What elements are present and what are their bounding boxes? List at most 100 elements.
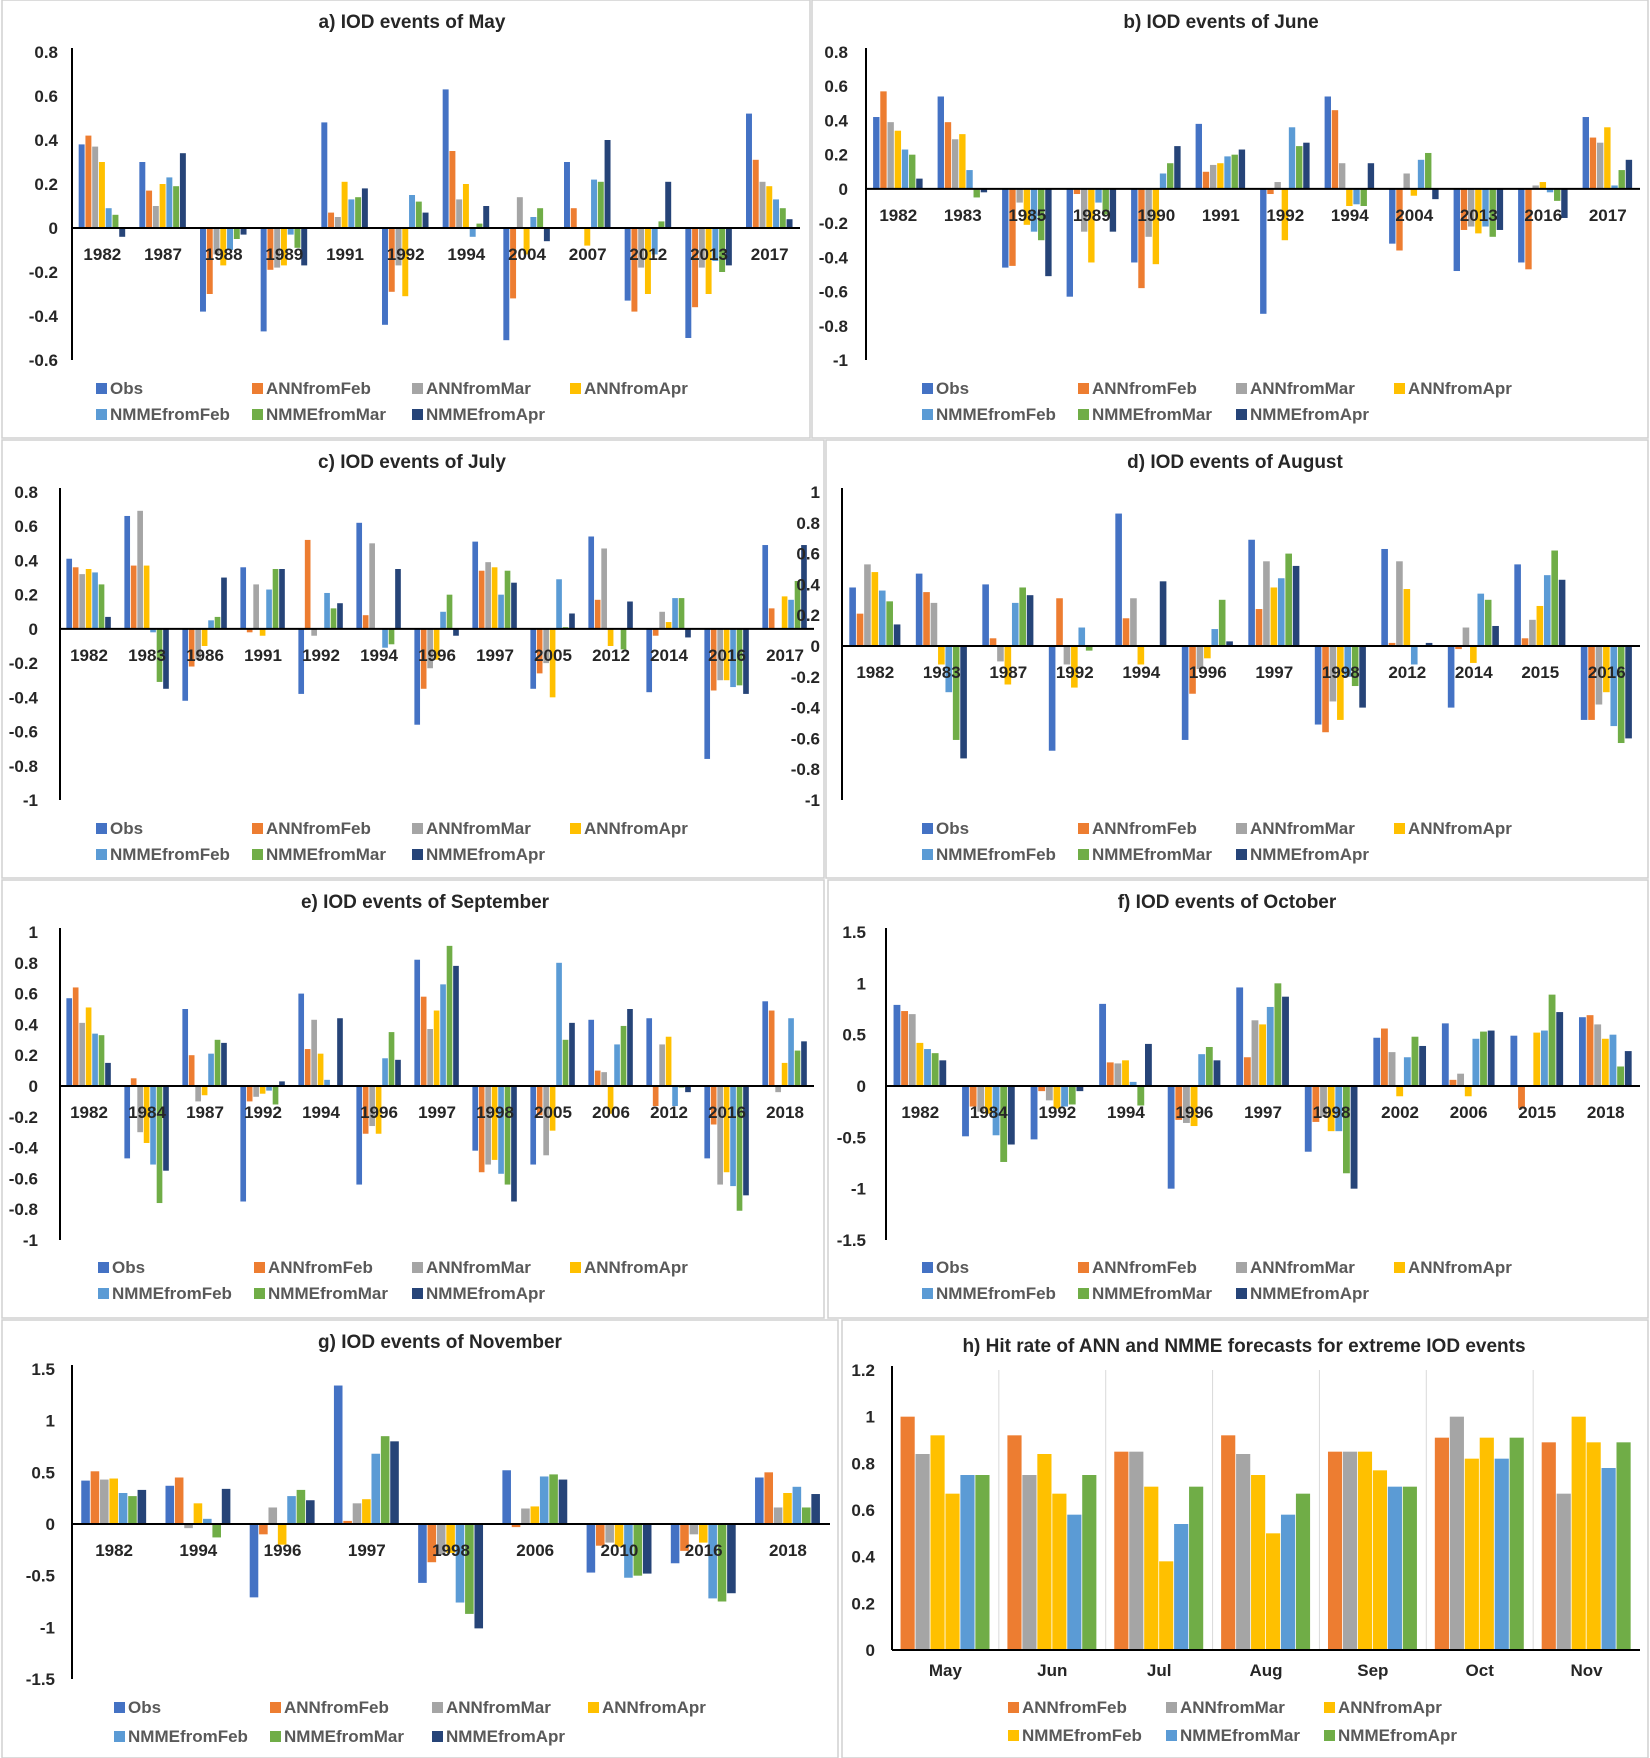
x-tick-label: 1982 <box>879 206 917 225</box>
bar-nmmefrommar-2013 <box>1489 188 1496 237</box>
bar-annfrommar-1997 <box>485 562 491 629</box>
bar-nmmefromapr-1982 <box>105 1062 111 1086</box>
bar-nmmefrommar-1997 <box>504 570 511 629</box>
legend-label: NMMEfromMar <box>284 1727 404 1746</box>
x-tick-label: 1996 <box>360 1103 398 1122</box>
bar-nmmefromapr-2013 <box>725 228 732 266</box>
bar-nmmefrommar-1982 <box>909 154 916 189</box>
x-tick-label: 2017 <box>751 245 789 264</box>
legend-item-annfromfeb: ANNfromFeb <box>252 379 371 398</box>
x-tick-label: 2004 <box>508 245 546 264</box>
bar-nmmefrommar-1998 <box>504 1086 511 1185</box>
bar-nmmefromapr-may <box>975 1475 990 1650</box>
bar-nmmefromapr-1994 <box>1145 1043 1152 1086</box>
bar-annfromfeb-2005 <box>536 1086 543 1116</box>
bar-obs-1994 <box>356 522 363 629</box>
y-tick-label: 1.5 <box>842 923 866 942</box>
bar-annfromfeb-1998 <box>427 1524 437 1563</box>
x-tick-label: 2016 <box>1524 206 1562 225</box>
bar-obs-1996 <box>249 1524 259 1598</box>
legend-item-annfromfeb: ANNfromFeb <box>270 1698 389 1717</box>
bar-nmmefrommar-1992 <box>272 1086 279 1105</box>
bar-nmmefromapr-2016 <box>727 1524 736 1594</box>
bar-obs-2016 <box>704 1086 711 1159</box>
bar-nmmefromapr-2015 <box>1556 1012 1564 1086</box>
x-tick-label: 1994 <box>360 646 398 665</box>
bar-annfromapr-1994 <box>317 1053 324 1086</box>
bar-annfrommar-2017 <box>759 181 766 228</box>
bar-annfrommar-1983 <box>951 139 959 189</box>
legend-swatch <box>1078 849 1089 860</box>
bar-annfromfeb-1997 <box>343 1520 352 1524</box>
bar-nmmefromapr-2012 <box>1425 642 1433 646</box>
bar-annfromfeb-1996 <box>259 1524 268 1535</box>
bar-annfromapr-2014 <box>1470 646 1477 663</box>
bar-obs-1997 <box>1248 539 1255 646</box>
bar-nmmefrommar-2018 <box>794 1050 801 1086</box>
x-tick-label: 2004 <box>1395 206 1433 225</box>
bar-obs-1987 <box>139 162 146 228</box>
bar-annfrommar-sep <box>1342 1451 1358 1650</box>
bar-annfrommar-jun <box>1022 1475 1037 1650</box>
bar-nmmefromfeb-jun <box>1052 1493 1067 1650</box>
bar-annfromfeb-1996 <box>1175 1086 1183 1120</box>
bar-obs-1997 <box>414 959 421 1086</box>
legend-item-nmmefromfeb: NMMEfromFeb <box>1008 1726 1142 1745</box>
bar-annfromfeb-2006 <box>594 1070 601 1086</box>
bar-nmmefrommar-1998 <box>465 1524 474 1614</box>
bar-nmmefrommar-1987 <box>1019 587 1026 646</box>
bar-nmmefromapr-2012 <box>685 1086 691 1093</box>
bar-nmmefromapr-1989 <box>301 228 308 266</box>
bar-nmmefrommar-oct <box>1494 1458 1509 1650</box>
x-tick-label: 1982 <box>70 646 108 665</box>
bar-obs-2016 <box>670 1524 680 1564</box>
legend-swatch <box>270 1731 281 1742</box>
bar-obs-1998 <box>418 1524 427 1583</box>
bar-nmmefromapr-1992 <box>422 212 429 228</box>
bar-nmmefromapr-1996 <box>1226 641 1233 646</box>
bar-nmmefromapr-1982 <box>119 228 126 237</box>
bar-nmmefrommar-2005 <box>562 1039 569 1086</box>
legend-swatch <box>254 1288 265 1299</box>
y-tick-label: 0 <box>839 180 848 199</box>
bar-nmmefrommar-1987 <box>173 186 180 228</box>
bar-nmmefromfeb-2004 <box>1417 159 1425 189</box>
legend-label: ANNfromMar <box>1250 819 1355 838</box>
bar-nmmefrommar-2018 <box>801 1507 811 1524</box>
bar-annfromapr-2006 <box>607 1086 614 1114</box>
legend-swatch <box>432 1731 443 1742</box>
y-tick-label: 0.6 <box>34 87 58 106</box>
panel-frame <box>1 439 825 879</box>
bar-annfromfeb-2013 <box>1460 188 1468 230</box>
bar-obs-1997 <box>1236 987 1244 1086</box>
bar-obs-1982 <box>81 1480 90 1524</box>
legend-label: NMMEfromMar <box>1092 845 1212 864</box>
bar-nmmefromapr-2004 <box>1432 188 1439 200</box>
x-tick-label: 2014 <box>1455 663 1493 682</box>
bar-nmmefromfeb-aug <box>1266 1533 1281 1650</box>
x-tick-label: 1983 <box>128 646 166 665</box>
legend-label: ANNfromFeb <box>1092 379 1197 398</box>
chart-panel-g: g) IOD events of November -1.5 -1 -0.5 0 0.5 1… <box>1 1319 839 1758</box>
bar-nmmefromfeb-1991 <box>1224 156 1231 189</box>
bar-annfrommar-1994 <box>311 1019 317 1086</box>
legend-item-annfromfeb: ANNfromFeb <box>1078 379 1197 398</box>
bar-nmmefromfeb-1994 <box>382 628 388 648</box>
bar-nmmefromfeb-2016 <box>730 628 736 688</box>
legend-item-annfromapr: ANNfromApr <box>1394 379 1512 398</box>
legend-label: Obs <box>110 819 143 838</box>
bar-nmmefromfeb-2016 <box>708 1524 717 1599</box>
bar-nmmefromfeb-2006 <box>1472 1038 1480 1086</box>
legend-swatch <box>1236 409 1247 420</box>
x-tick-label: 2017 <box>766 646 804 665</box>
legend-swatch <box>922 383 933 394</box>
bar-annfromfeb-1989 <box>1073 188 1081 195</box>
bar-annfrommar-1994 <box>1338 163 1346 189</box>
bar-nmmefromfeb-2017 <box>1611 185 1618 189</box>
bar-nmmefromapr-2005 <box>569 613 575 629</box>
bar-nmmefromapr-1989 <box>1109 188 1117 232</box>
bar-annfrommar-1984 <box>137 1086 143 1133</box>
bar-nmmefromfeb-1996 <box>287 1496 296 1524</box>
bar-nmmefromfeb-1996 <box>1198 1054 1206 1086</box>
legend-label: ANNfromApr <box>1408 819 1512 838</box>
